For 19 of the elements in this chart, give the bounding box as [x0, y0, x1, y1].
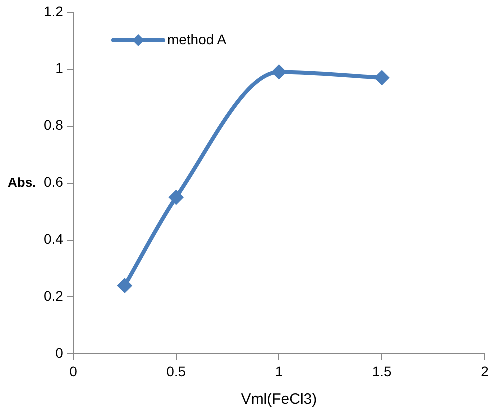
y-tick-label: 0.8 [44, 117, 64, 134]
point [117, 278, 132, 294]
x-tick-label: 1 [275, 363, 284, 380]
y-tick-label: 0.2 [44, 288, 64, 304]
y-tick-label: 0.4 [44, 231, 64, 248]
y-tick-label: 0 [56, 345, 64, 362]
x-tick-label: 0 [70, 363, 78, 380]
x-tick-label: 0.5 [166, 363, 186, 380]
y-tick-label: 1 [56, 60, 64, 76]
x-axis-title: Vml(FeCl3) [241, 391, 318, 408]
x-tick-label: 2 [481, 363, 490, 380]
point [374, 70, 390, 86]
x-tick-label: 1.5 [372, 363, 392, 380]
y-tick-label: 0.6 [44, 174, 64, 190]
legend-label: method A [167, 31, 228, 48]
point [168, 190, 184, 206]
y-tick-label: 1.2 [44, 3, 64, 20]
y-axis-title: Abs. [8, 174, 36, 190]
point [272, 64, 287, 80]
